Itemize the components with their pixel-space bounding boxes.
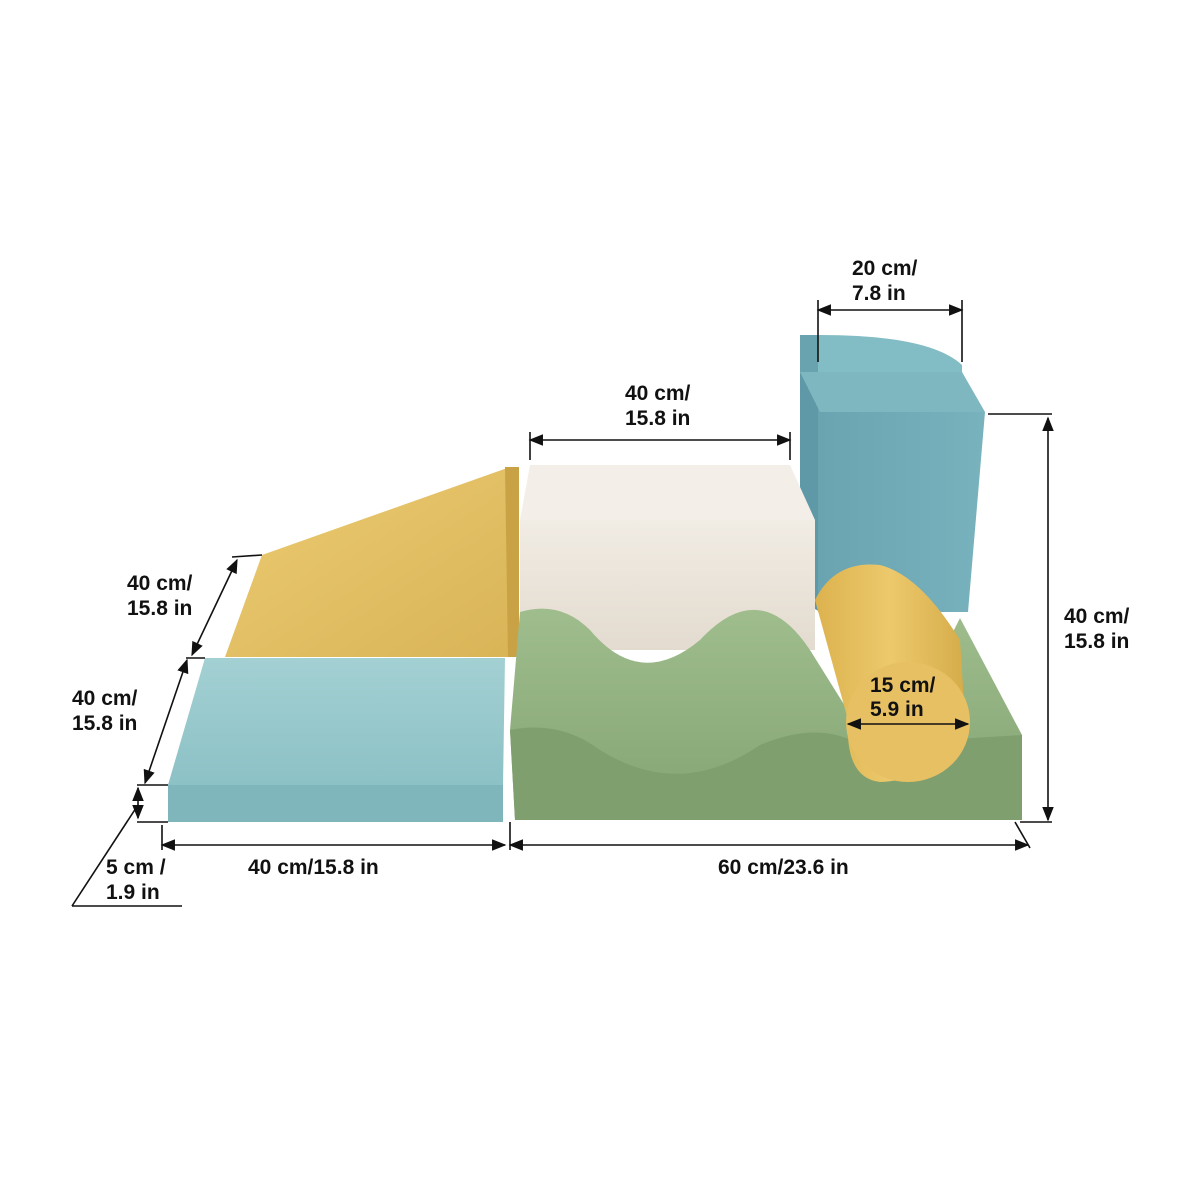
mat bbox=[168, 658, 505, 822]
quarter-round bbox=[800, 335, 962, 372]
wave-width-label: 60 cm/23.6 in bbox=[718, 856, 849, 879]
top-block-width-label-1: 20 cm/ bbox=[852, 257, 918, 280]
total-height-label-1: 40 cm/ bbox=[1064, 605, 1130, 628]
top-block-width-label-2: 7.8 in bbox=[852, 282, 906, 305]
cube-width-label-2: 15.8 in bbox=[625, 407, 690, 430]
cube-width-label-1: 40 cm/ bbox=[625, 382, 691, 405]
mat-thickness-label-1: 5 cm / bbox=[106, 856, 166, 879]
cylinder-diameter-label-2: 5.9 in bbox=[870, 698, 924, 721]
mat-width-label: 40 cm/15.8 in bbox=[248, 856, 379, 879]
cylinder-diameter-label-1: 15 cm/ bbox=[870, 674, 936, 697]
mat-thickness-label-2: 1.9 in bbox=[106, 881, 160, 904]
wedge bbox=[225, 467, 519, 657]
total-height-label-2: 15.8 in bbox=[1064, 630, 1129, 653]
wedge-depth-label-2: 15.8 in bbox=[127, 597, 192, 620]
mat-depth-label-2: 15.8 in bbox=[72, 712, 137, 735]
wedge-depth-label-1: 40 cm/ bbox=[127, 572, 193, 595]
dimension-lines bbox=[71, 300, 1054, 907]
mat-depth-label-1: 40 cm/ bbox=[72, 687, 138, 710]
